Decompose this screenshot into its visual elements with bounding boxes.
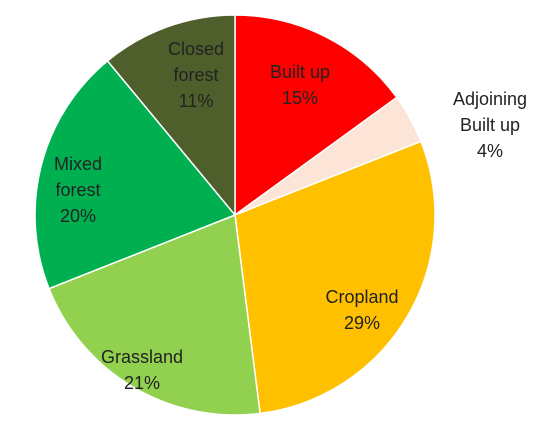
- slice-label: Mixed forest 20%: [43, 151, 113, 229]
- category-label: Grassland: [100, 347, 184, 367]
- slice-label: Built up 15%: [245, 59, 355, 111]
- value-label: 29%: [343, 313, 381, 333]
- pie-slice: [234, 14, 398, 217]
- value-label: 15%: [281, 88, 319, 108]
- pie-slice: [234, 140, 436, 415]
- category-label: Built up: [269, 62, 331, 82]
- pie-slice: [48, 213, 261, 416]
- slice-label: Adjoining Built up 4%: [435, 86, 543, 164]
- category-label: Adjoining Built up: [452, 89, 528, 135]
- slice-label: Cropland 29%: [307, 284, 417, 336]
- slice-label: Closed forest 11%: [161, 36, 231, 114]
- value-label: 11%: [178, 91, 214, 111]
- value-label: 4%: [476, 141, 503, 161]
- slice-label: Grassland 21%: [87, 344, 197, 396]
- value-label: 21%: [123, 373, 161, 393]
- category-label: Cropland: [325, 287, 399, 307]
- pie-slice: [106, 14, 236, 218]
- pie-slice: [34, 59, 237, 290]
- value-label: 20%: [59, 206, 97, 226]
- category-label: Closed forest: [167, 39, 225, 85]
- category-label: Mixed forest: [53, 154, 102, 200]
